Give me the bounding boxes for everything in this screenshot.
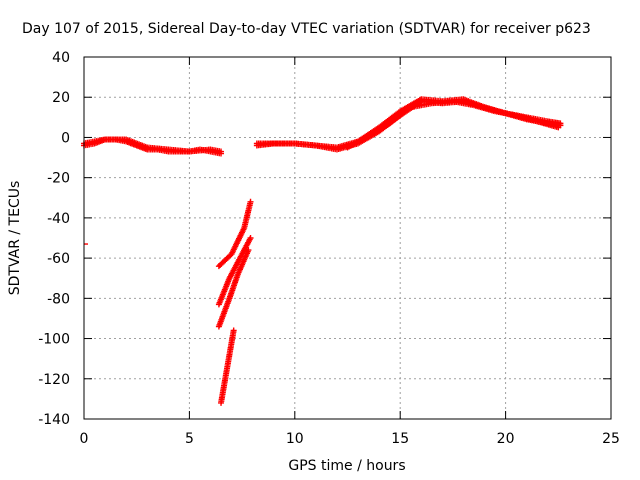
axis-ticks: 0 5 10 15 20 25 -140 -120 -100 -80 -60 -40 -20 0 20 40 xyxy=(38,50,620,447)
y-tick-label: -60 xyxy=(47,251,70,267)
x-axis-label: GPS time / hours xyxy=(288,458,405,474)
y-tick-label: 20 xyxy=(52,90,70,106)
y-tick-label: -20 xyxy=(47,171,70,187)
x-tick-label: 25 xyxy=(602,431,620,447)
x-tick-label: 0 xyxy=(80,431,89,447)
data-point xyxy=(557,120,564,127)
series-drop-2 xyxy=(215,235,254,308)
y-tick-label: -140 xyxy=(38,412,70,428)
data-point xyxy=(247,235,254,241)
series-main-track-c xyxy=(81,136,225,155)
chart-title: Day 107 of 2015, Sidereal Day-to-day VTE… xyxy=(22,21,591,37)
x-tick-label: 20 xyxy=(497,431,515,447)
y-tick-label: -40 xyxy=(47,211,70,227)
data-point xyxy=(218,148,225,155)
series-drop-4 xyxy=(218,327,237,406)
data-point xyxy=(245,247,252,254)
data-point xyxy=(230,327,237,334)
y-tick-label: 40 xyxy=(52,50,70,66)
series-main-track-e xyxy=(344,98,562,151)
data-series xyxy=(81,96,564,406)
y-tick-label: -100 xyxy=(38,332,70,348)
y-tick-label: -80 xyxy=(47,291,70,307)
y-tick-label: -120 xyxy=(38,372,70,388)
x-tick-label: 5 xyxy=(185,431,194,447)
x-tick-label: 10 xyxy=(286,431,304,447)
data-point xyxy=(555,124,562,131)
series-drop-1 xyxy=(215,198,254,270)
plot-frame xyxy=(83,56,612,420)
series-drop-3 xyxy=(215,247,252,330)
x-tick-label: 15 xyxy=(391,431,409,447)
data-point xyxy=(247,198,254,205)
y-tick-label: 0 xyxy=(61,130,70,146)
y-axis-label: SDTVAR / TECUs xyxy=(7,181,23,296)
